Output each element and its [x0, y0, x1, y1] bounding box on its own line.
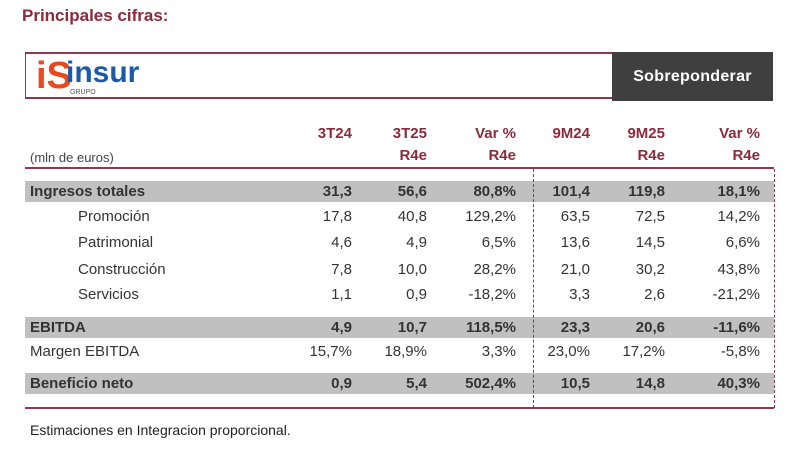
footnote: Estimaciones en Integracion proporcional… — [30, 422, 291, 438]
table-row: Promoción 17,8 40,8 129,2% 63,5 72,5 14,2% — [0, 206, 804, 228]
cell-value: 10,0 — [397, 261, 427, 278]
cell-value: 18,1% — [717, 183, 760, 200]
cell-value: 15,7% — [309, 343, 352, 360]
cell-value: 10,7 — [397, 319, 427, 336]
cell-value: 7,8 — [331, 261, 352, 278]
cell-value: 119,8 — [628, 183, 665, 200]
table-row: Servicios 1,1 0,9 -18,2% 3,3 2,6 -21,2% — [0, 284, 804, 306]
cell-value: 80,8% — [473, 183, 516, 200]
logo-subtext: GRUPO — [70, 89, 96, 96]
row-label: Construcción — [78, 261, 166, 278]
cell-value: -21,2% — [712, 286, 760, 303]
cell-value: 63,5 — [560, 208, 590, 225]
cell-value: 6,5% — [481, 234, 516, 251]
row-label: Beneficio neto — [30, 375, 134, 392]
cell-value: 0,9 — [331, 375, 352, 392]
table-row: EBITDA 4,9 10,7 118,5% 23,3 20,6 -11,6% — [0, 317, 804, 339]
logo-text: insur — [66, 56, 140, 89]
unit-label: (mln de euros) — [30, 150, 114, 165]
cell-value: 101,4 — [552, 183, 590, 200]
insur-logo: iS insur GRUPO — [36, 56, 166, 98]
column-header: 9M24 — [552, 125, 590, 142]
cell-value: 3,3% — [481, 343, 516, 360]
table-bottom-divider — [25, 407, 774, 409]
cell-value: -18,2% — [468, 286, 516, 303]
table-row: Beneficio neto 0,9 5,4 502,4% 10,5 14,8 40,3% — [0, 373, 804, 395]
cell-value: 17,8 — [322, 208, 352, 225]
cell-value: 4,6 — [331, 234, 352, 251]
cell-value: 6,6% — [725, 234, 760, 251]
cell-value: 1,1 — [331, 286, 352, 303]
cell-value: 502,4% — [465, 375, 516, 392]
cell-value: 4,9 — [331, 319, 352, 336]
column-header: Var % R4e — [475, 125, 516, 164]
cell-value: 40,8 — [397, 208, 427, 225]
row-label: EBITDA — [30, 319, 86, 336]
column-header: 9M25 R4e — [627, 125, 665, 164]
cell-value: 43,8% — [717, 261, 760, 278]
cell-value: 3,3 — [569, 286, 590, 303]
row-label: Ingresos totales — [30, 183, 146, 200]
row-highlight — [25, 317, 774, 338]
column-header: Var % R4e — [719, 125, 760, 164]
cell-value: 18,9% — [384, 343, 427, 360]
cell-value: 13,6 — [560, 234, 590, 251]
cell-value: 0,9 — [406, 286, 427, 303]
column-header: 3T25 R4e — [392, 125, 427, 164]
table-row: Margen EBITDA 15,7% 18,9% 3,3% 23,0% 17,2% -5,… — [0, 341, 804, 363]
row-label: Servicios — [78, 286, 139, 303]
cell-value: 14,8 — [635, 375, 665, 392]
cell-value: 23,0% — [547, 343, 590, 360]
cell-value: 10,5 — [560, 375, 590, 392]
cell-value: -11,6% — [713, 319, 760, 336]
table-row: Ingresos totales 31,3 56,6 80,8% 101,4 119,8 1… — [0, 181, 804, 203]
cell-value: 28,2% — [473, 261, 516, 278]
cell-value: -5,8% — [720, 343, 760, 360]
cell-value: 14,2% — [717, 208, 760, 225]
row-label: Promoción — [78, 208, 150, 225]
cell-value: 14,5 — [635, 234, 665, 251]
header-divider — [25, 167, 774, 169]
cell-value: 118,5% — [465, 319, 516, 336]
cell-value: 72,5 — [635, 208, 665, 225]
section-title: Principales cifras: — [22, 6, 169, 25]
cell-value: 17,2% — [622, 343, 665, 360]
cell-value: 40,3% — [717, 375, 760, 392]
table-row: Patrimonial 4,6 4,9 6,5% 13,6 14,5 6,6% — [0, 232, 804, 254]
cell-value: 20,6 — [635, 319, 665, 336]
cell-value: 21,0 — [560, 261, 590, 278]
cell-value: 5,4 — [406, 375, 427, 392]
table-row: Construcción 7,8 10,0 28,2% 21,0 30,2 43,8% — [0, 259, 804, 281]
cell-value: 31,3 — [322, 183, 352, 200]
logo-mark: iS — [36, 55, 72, 97]
row-highlight — [25, 181, 774, 202]
cell-value: 23,3 — [560, 319, 590, 336]
cumulative-period-frame — [533, 169, 775, 408]
column-header: 3T24 — [317, 125, 352, 142]
row-label: Margen EBITDA — [30, 343, 140, 360]
cell-value: 30,2 — [635, 261, 665, 278]
rating-badge: Sobreponderar — [612, 52, 773, 101]
row-highlight — [25, 373, 774, 394]
cell-value: 129,2% — [465, 208, 516, 225]
cell-value: 4,9 — [406, 234, 427, 251]
company-banner: iS insur GRUPO Sobreponderar — [25, 52, 773, 101]
cell-value: 56,6 — [397, 183, 427, 200]
cell-value: 2,6 — [644, 286, 665, 303]
row-label: Patrimonial — [78, 234, 154, 251]
